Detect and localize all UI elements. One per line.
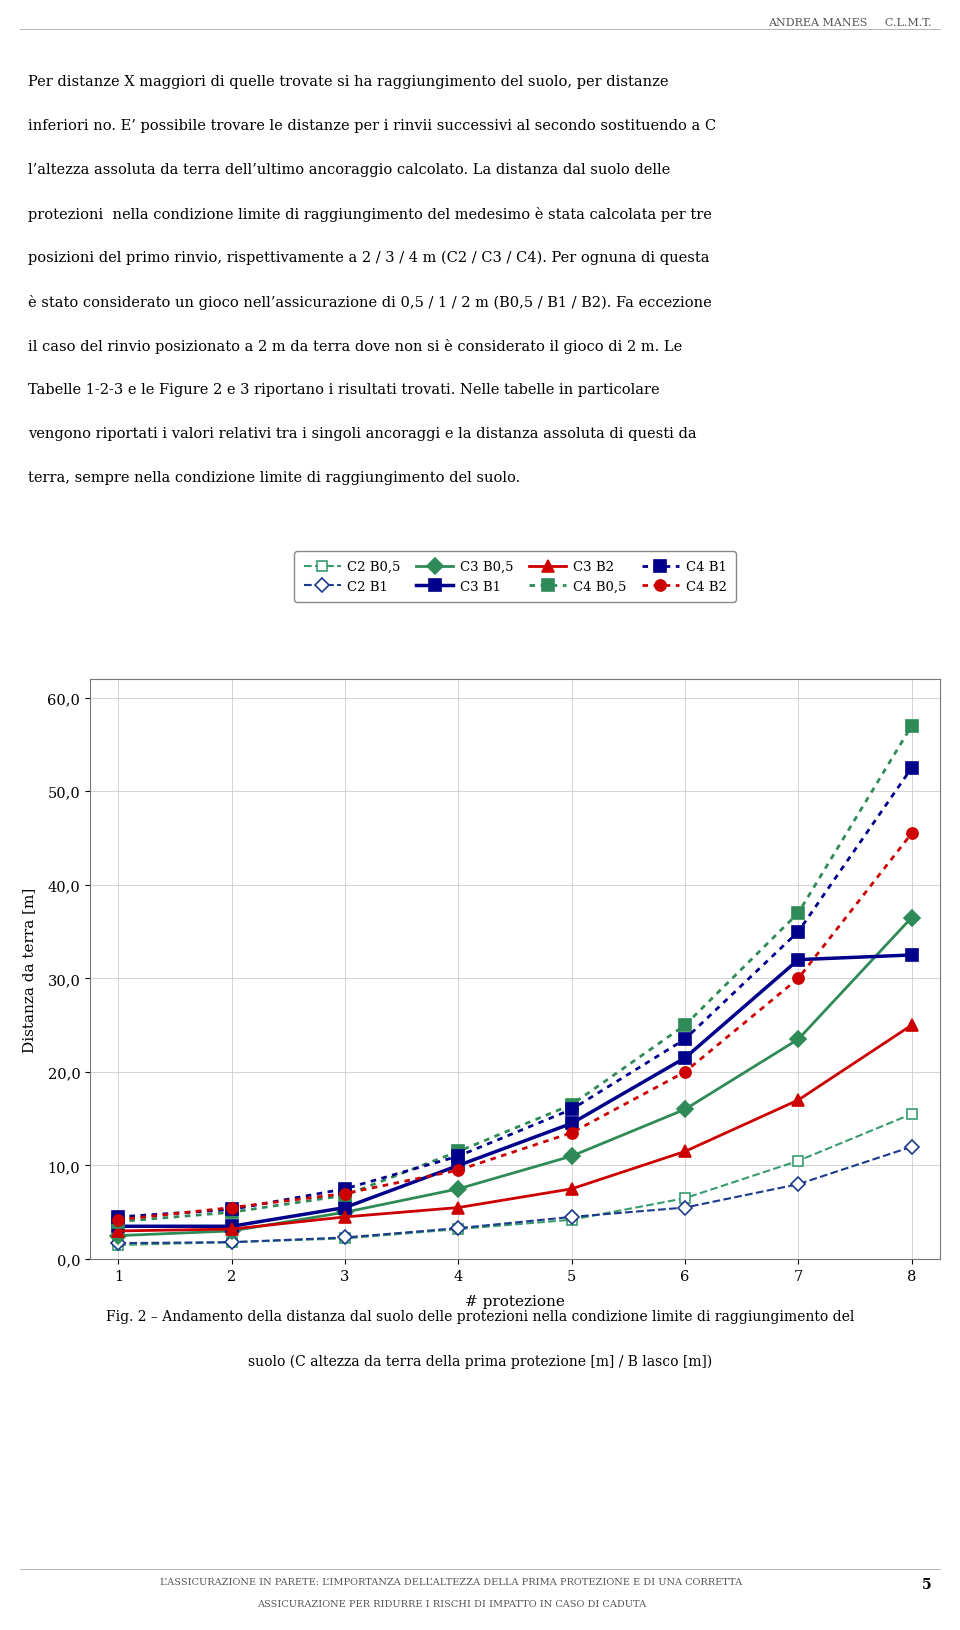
C2 B0,5 [565,1209,577,1229]
C2 B1 [793,1175,804,1195]
Text: suolo (C altezza da terra della prima protezione [m] / B lasco [m]): suolo (C altezza da terra della prima pr… [248,1355,712,1369]
C2 B1 [339,1227,350,1247]
C2 B1 [565,1208,577,1227]
C3 B0,5 [452,1180,464,1200]
C3 B2 [339,1208,350,1227]
C4 B0,5 [452,1143,464,1162]
C3 B0,5 [112,1226,124,1245]
C4 B0,5 [906,717,918,737]
Text: Fig. 2 – Andamento della distanza dal suolo delle protezioni nella condizione li: Fig. 2 – Andamento della distanza dal su… [106,1309,854,1324]
C3 B1 [226,1216,237,1236]
C4 B2 [906,825,918,844]
C3 B2 [226,1219,237,1239]
C4 B1 [565,1100,577,1120]
Text: L’ASSICURAZIONE IN PARETE: L’IMPORTANZA DELL’ALTEZZA DELLA PRIMA PROTEZIONE E DI: L’ASSICURAZIONE IN PARETE: L’IMPORTANZA … [160,1578,742,1586]
C4 B1 [226,1200,237,1219]
C4 B1 [452,1146,464,1165]
C4 B2 [452,1161,464,1180]
Line: C4 B1: C4 B1 [112,763,917,1222]
C3 B1 [112,1216,124,1236]
Line: C4 B2: C4 B2 [112,828,917,1226]
Text: vengono riportati i valori relativi tra i singoli ancoraggi e la distanza assolu: vengono riportati i valori relativi tra … [28,427,697,440]
Text: è stato considerato un gioco nell’assicurazione di 0,5 / 1 / 2 m (B0,5 / B1 / B2: è stato considerato un gioco nell’assicu… [28,295,711,310]
X-axis label: # protezione: # protezione [465,1294,564,1307]
Line: C3 B0,5: C3 B0,5 [112,913,917,1242]
C4 B2 [680,1063,691,1082]
C3 B0,5 [793,1030,804,1050]
Line: C3 B2: C3 B2 [112,1020,917,1237]
C3 B0,5 [565,1146,577,1165]
Text: posizioni del primo rinvio, rispettivamente a 2 / 3 / 4 m (C2 / C3 / C4). Per og: posizioni del primo rinvio, rispettivame… [28,251,709,266]
C4 B0,5 [793,903,804,923]
Text: il caso del rinvio posizionato a 2 m da terra dove non si è considerato il gioco: il caso del rinvio posizionato a 2 m da … [28,339,683,354]
C4 B2 [226,1198,237,1218]
C4 B0,5 [112,1213,124,1232]
C3 B2 [565,1180,577,1200]
C3 B1 [452,1156,464,1175]
C2 B1 [680,1198,691,1218]
C4 B2 [112,1209,124,1229]
C3 B1 [565,1113,577,1133]
C3 B1 [680,1048,691,1068]
Y-axis label: Distanza da terra [m]: Distanza da terra [m] [22,887,36,1051]
C4 B2 [339,1183,350,1203]
Line: C2 B1: C2 B1 [113,1143,917,1249]
C2 B0,5 [226,1232,237,1252]
Text: protezioni  nella condizione limite di raggiungimento del medesimo è stata calco: protezioni nella condizione limite di ra… [28,207,712,222]
C2 B0,5 [452,1219,464,1239]
C3 B0,5 [680,1100,691,1120]
Line: C3 B1: C3 B1 [112,950,917,1232]
C3 B0,5 [339,1203,350,1222]
C4 B0,5 [226,1203,237,1222]
Text: Per distanze X maggiori di quelle trovate si ha raggiungimento del suolo, per di: Per distanze X maggiori di quelle trovat… [28,75,668,90]
C2 B0,5 [112,1236,124,1255]
C3 B2 [452,1198,464,1218]
C2 B1 [226,1232,237,1252]
Text: ANDREA MANES     C.L.M.T.: ANDREA MANES C.L.M.T. [768,18,931,28]
C2 B1 [452,1219,464,1239]
C3 B2 [906,1015,918,1035]
C2 B0,5 [339,1229,350,1249]
Text: terra, sempre nella condizione limite di raggiungimento del suolo.: terra, sempre nella condizione limite di… [28,471,520,484]
C4 B1 [339,1180,350,1200]
C4 B2 [565,1123,577,1143]
C4 B0,5 [339,1187,350,1206]
C2 B0,5 [793,1151,804,1170]
C2 B1 [112,1234,124,1253]
Legend: C2 B0,5, C2 B1, C3 B0,5, C3 B1, C3 B2, C4 B0,5, C4 B1, C4 B2: C2 B0,5, C2 B1, C3 B0,5, C3 B1, C3 B2, C… [295,551,735,603]
C3 B1 [793,950,804,970]
C2 B1 [906,1138,918,1157]
C2 B0,5 [680,1188,691,1208]
C4 B1 [112,1208,124,1227]
C4 B1 [793,923,804,942]
C3 B1 [906,945,918,965]
C3 B2 [793,1090,804,1110]
C3 B0,5 [226,1221,237,1240]
Line: C2 B0,5: C2 B0,5 [113,1110,917,1250]
C3 B2 [112,1221,124,1240]
Text: Tabelle 1-2-3 e le Figure 2 e 3 riportano i risultati trovati. Nelle tabelle in : Tabelle 1-2-3 e le Figure 2 e 3 riportan… [28,383,660,396]
C4 B0,5 [680,1015,691,1035]
Text: inferiori no. E’ possibile trovare le distanze per i rinvii successivi al second: inferiori no. E’ possibile trovare le di… [28,119,716,134]
C3 B1 [339,1198,350,1218]
Line: C4 B0,5: C4 B0,5 [112,720,917,1227]
C2 B0,5 [906,1105,918,1125]
C4 B1 [680,1030,691,1050]
Text: ASSICURAZIONE PER RIDURRE I RISCHI DI IMPATTO IN CASO DI CADUTA: ASSICURAZIONE PER RIDURRE I RISCHI DI IM… [256,1599,646,1609]
C3 B0,5 [906,908,918,927]
Text: l’altezza assoluta da terra dell’ultimo ancoraggio calcolato. La distanza dal su: l’altezza assoluta da terra dell’ultimo … [28,163,670,178]
Text: 5: 5 [922,1578,931,1591]
C4 B0,5 [565,1095,577,1115]
C4 B1 [906,758,918,778]
C3 B2 [680,1143,691,1162]
C4 B2 [793,968,804,988]
